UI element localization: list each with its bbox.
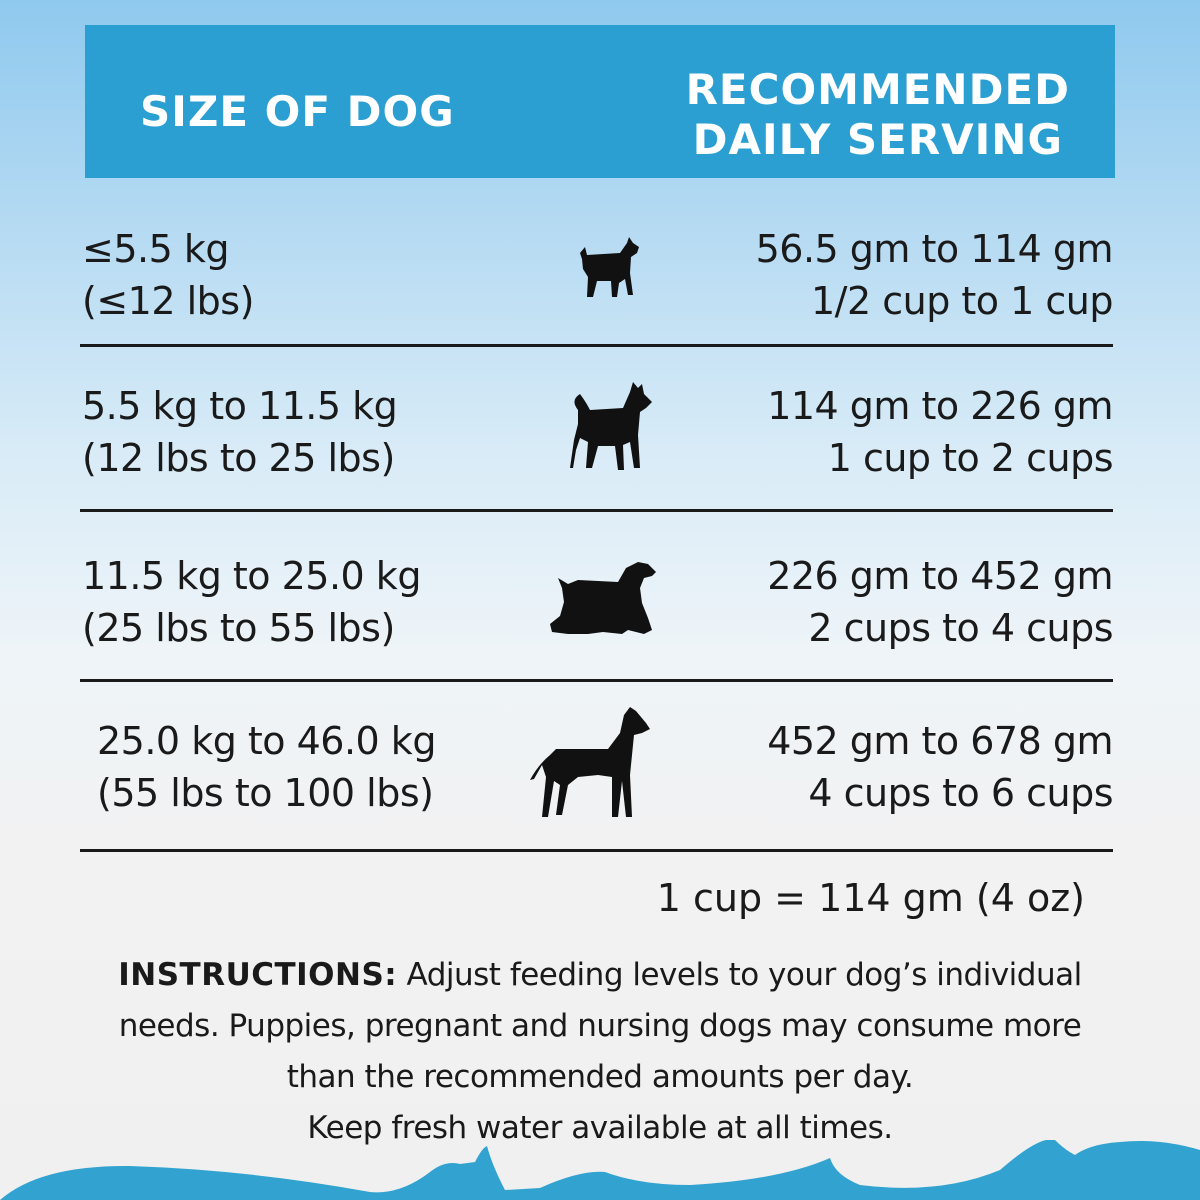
instructions-label: INSTRUCTIONS:: [118, 957, 398, 993]
size-kg: 5.5 kg to 11.5 kg: [82, 384, 398, 428]
size-lbs: (25 lbs to 55 lbs): [82, 606, 395, 650]
table-row: ≤5.5 kg (≤12 lbs) 56.5 gm to 114 gm 1/2 …: [80, 223, 1114, 388]
daily-serving-heading: RECOMMENDED DAILY SERVING: [686, 65, 1070, 165]
dog-size: ≤5.5 kg (≤12 lbs): [82, 223, 254, 327]
daily-serving: 452 gm to 678 gm 4 cups to 6 cups: [767, 715, 1113, 819]
daily-serving: 56.5 gm to 114 gm 1/2 cup to 1 cup: [755, 223, 1114, 327]
instructions: INSTRUCTIONS: Adjust feeding levels to y…: [60, 950, 1140, 1154]
size-lbs: (55 lbs to 100 lbs): [97, 771, 434, 815]
great-dane-icon: [530, 707, 650, 817]
row-divider: [80, 679, 1113, 682]
spaniel-dog-icon: [550, 562, 656, 634]
size-lbs: (12 lbs to 25 lbs): [82, 436, 395, 480]
dog-size: 11.5 kg to 25.0 kg (25 lbs to 55 lbs): [82, 550, 421, 654]
dog-size: 25.0 kg to 46.0 kg (55 lbs to 100 lbs): [97, 715, 436, 819]
instructions-text: Adjust feeding levels to your dog’s indi…: [397, 957, 1083, 993]
heading-line: RECOMMENDED: [685, 65, 1070, 114]
serving-grams: 114 gm to 226 gm: [767, 384, 1113, 428]
serving-grams: 452 gm to 678 gm: [767, 719, 1113, 763]
size-of-dog-heading: SIZE OF DOG: [140, 87, 455, 136]
serving-cups: 4 cups to 6 cups: [808, 771, 1113, 815]
dog-size: 5.5 kg to 11.5 kg (12 lbs to 25 lbs): [82, 380, 398, 484]
heading-line: DAILY SERVING: [692, 115, 1063, 164]
spitz-dog-icon: [570, 382, 652, 470]
row-divider: [80, 849, 1113, 852]
table-row: 11.5 kg to 25.0 kg (25 lbs to 55 lbs) 22…: [80, 550, 1113, 715]
small-terrier-icon: [580, 237, 639, 297]
table-row: 25.0 kg to 46.0 kg (55 lbs to 100 lbs) 4…: [80, 707, 1113, 880]
size-kg: 25.0 kg to 46.0 kg: [97, 719, 436, 763]
size-kg: ≤5.5 kg: [82, 227, 229, 271]
instructions-line: than the recommended amounts per day.: [286, 1059, 914, 1095]
table-row: 5.5 kg to 11.5 kg (12 lbs to 25 lbs) 114…: [80, 380, 1113, 545]
size-lbs: (≤12 lbs): [82, 279, 254, 323]
serving-cups: 1/2 cup to 1 cup: [811, 279, 1114, 323]
size-kg: 11.5 kg to 25.0 kg: [82, 554, 421, 598]
instructions-line: INSTRUCTIONS: Adjust feeding levels to y…: [60, 950, 1140, 1001]
serving-grams: 56.5 gm to 114 gm: [755, 227, 1114, 271]
row-divider: [80, 344, 1113, 347]
serving-grams: 226 gm to 452 gm: [767, 554, 1113, 598]
serving-cups: 1 cup to 2 cups: [827, 436, 1114, 480]
daily-serving: 114 gm to 226 gm 1 cup to 2 cups: [767, 380, 1113, 484]
water-wave-decoration: [0, 1140, 1200, 1200]
row-divider: [80, 509, 1113, 512]
table-header: SIZE OF DOG RECOMMENDED DAILY SERVING: [85, 25, 1115, 178]
instructions-line: needs. Puppies, pregnant and nursing dog…: [118, 1008, 1082, 1044]
serving-cups: 2 cups to 4 cups: [808, 606, 1113, 650]
cup-conversion: 1 cup = 114 gm (4 oz): [656, 876, 1085, 920]
instructions-line: Keep fresh water available at all times.: [307, 1110, 893, 1146]
daily-serving: 226 gm to 452 gm 2 cups to 4 cups: [767, 550, 1113, 654]
